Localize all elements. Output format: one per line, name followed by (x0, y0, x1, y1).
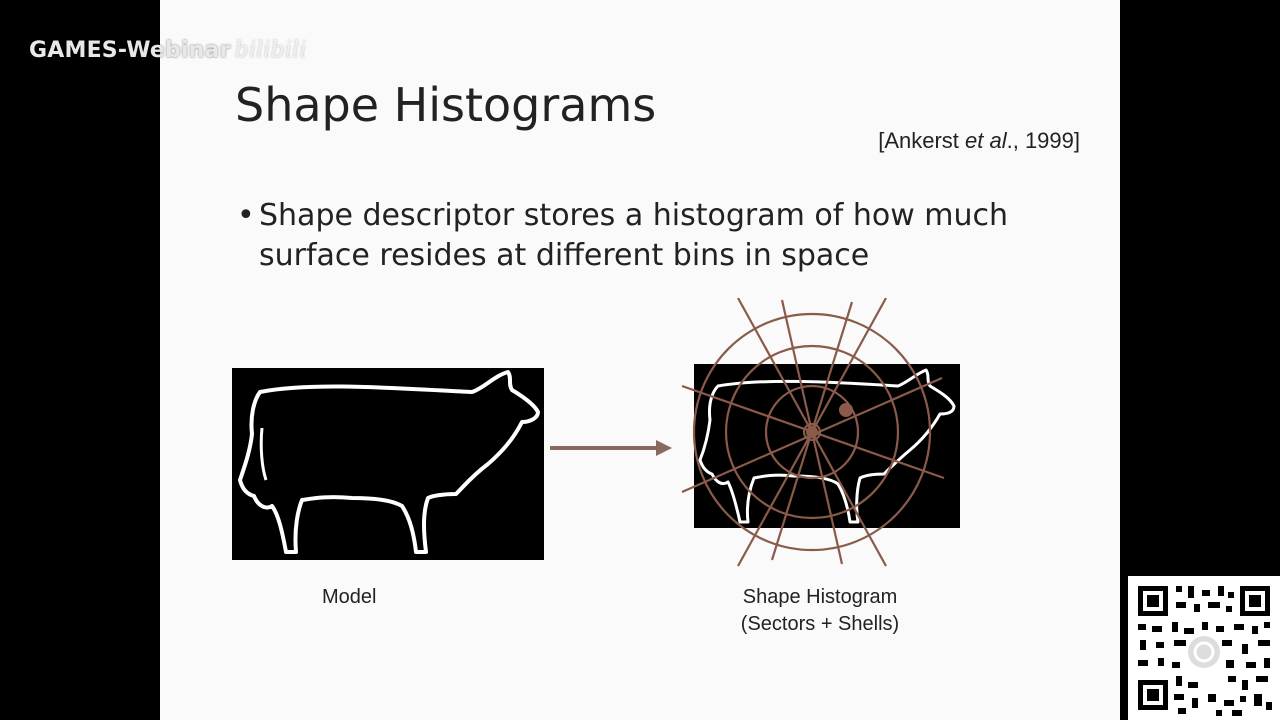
caption-shape-histogram: Shape Histogram (Sectors + Shells) (720, 584, 920, 638)
caption-hist-line1: Shape Histogram (742, 586, 898, 608)
bullet-point: • Shape descriptor stores a histogram of… (237, 196, 1057, 276)
cow-histogram-image (694, 364, 960, 528)
cow-model-image (232, 368, 544, 560)
presentation-slide: Shape Histograms [Ankerst et al., 1999] … (160, 0, 1120, 720)
qr-code[interactable] (1128, 576, 1280, 720)
qr-code-icon (1128, 576, 1280, 720)
cow-outline-small-icon (698, 368, 956, 524)
citation-suffix: ., 1999] (1006, 128, 1080, 153)
arrow-right-icon (550, 440, 672, 456)
sectors-shells-overlay (681, 298, 945, 567)
cow-outline-icon (238, 370, 540, 554)
citation-italic: et al (965, 128, 1007, 153)
caption-model: Model (322, 586, 377, 608)
bullet-marker: • (237, 198, 255, 233)
caption-hist-line2: (Sectors + Shells) (740, 613, 900, 635)
slide-title: Shape Histograms (235, 78, 657, 132)
watermark-brand: GAMES-Webinar (29, 38, 231, 63)
citation-prefix: [Ankerst (878, 128, 966, 153)
citation: [Ankerst et al., 1999] (878, 128, 1080, 154)
bullet-text: Shape descriptor stores a histogram of h… (259, 198, 1009, 273)
channel-watermark: GAMES-Webinar bilibili (29, 38, 307, 63)
bilibili-logo: bilibili (234, 38, 307, 63)
